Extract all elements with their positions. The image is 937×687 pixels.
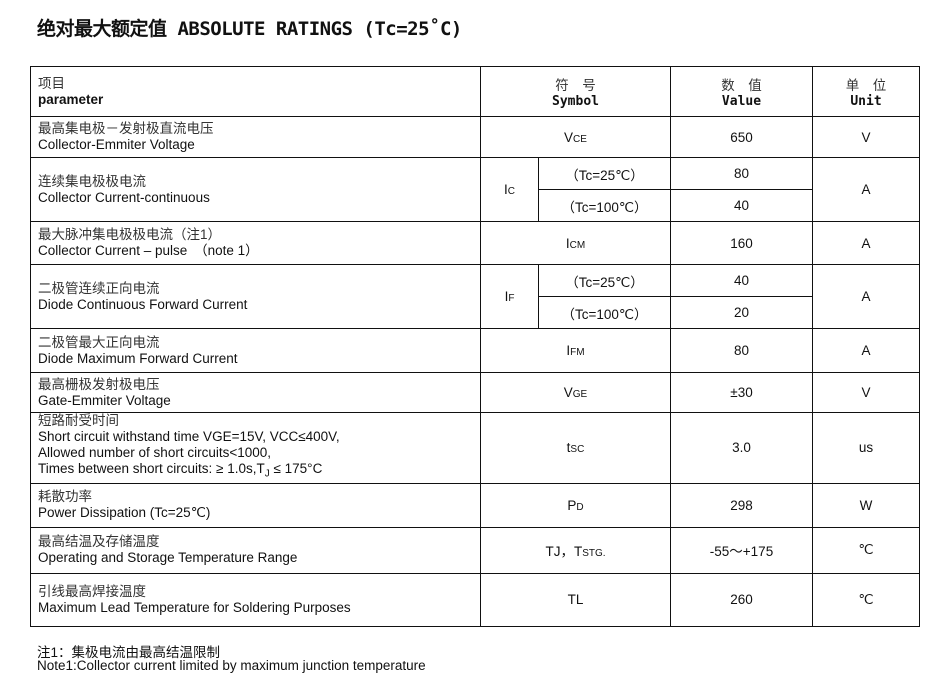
note-cn: 注1：集极电流由最高结温限制 xyxy=(37,645,221,660)
table-row: 二极管连续正向电流 Diode Continuous Forward Curren… xyxy=(30,264,920,329)
value-1: 40 xyxy=(670,264,813,297)
symbol: P xyxy=(567,497,577,513)
unit: ℃ xyxy=(812,572,920,627)
param-en: Operating and Storage Temperature Range xyxy=(38,550,298,566)
table-header-row: 项目 parameter 符 号 Symbol 数 值 Value 单 位 Unit xyxy=(30,66,920,117)
unit: A xyxy=(812,157,920,222)
value: ±30 xyxy=(670,372,813,413)
value: -55～+175 xyxy=(670,526,813,574)
absolute-ratings-table: 项目 parameter 符 号 Symbol 数 值 Value 单 位 Unit 最… xyxy=(30,66,920,627)
param-cn: 耗散功率 xyxy=(38,489,92,505)
condition-1: （Tc=25℃） xyxy=(538,264,671,297)
table-row: 二极管最大正向电流 Diode Maximum Forward Current IF… xyxy=(30,328,920,373)
value: 650 xyxy=(670,116,813,158)
value-2: 40 xyxy=(670,189,813,222)
param-cn: 二极管连续正向电流 xyxy=(38,280,160,296)
table-row: 连续集电极极电流 Collector Current-continuous IC （… xyxy=(30,157,920,222)
unit: A xyxy=(812,221,920,265)
param-en: Diode Continuous Forward Current xyxy=(38,296,248,312)
param-en: Diode Maximum Forward Current xyxy=(38,350,238,366)
value-2: 20 xyxy=(670,296,813,329)
table-row: 最大脉冲集电极极电流（注1） Collector Current – pulse … xyxy=(30,221,920,265)
symbol: V xyxy=(563,385,573,400)
page-title: 绝对最大额定值 ABSOLUTE RATINGS (Tc=25˚C) xyxy=(37,18,462,40)
value: 3.0 xyxy=(670,412,813,484)
symbol: TJ，T xyxy=(545,544,583,560)
param-en: Gate-Emmiter Voltage xyxy=(38,392,171,408)
symbol: I xyxy=(566,343,571,358)
param-en: Collector-Emmiter Voltage xyxy=(38,137,195,152)
symbol-subscript: CM xyxy=(569,239,586,251)
condition-1: （Tc=25℃） xyxy=(538,157,671,190)
param-cn: 最高结温及存储温度 xyxy=(38,534,160,550)
table-row: 耗散功率 Power Dissipation (Tc=25℃) PD 298 W xyxy=(30,482,920,528)
param-en: Short circuit withstand time VGE=15V, VC… xyxy=(38,429,340,444)
param-cn: 连续集电极极电流 xyxy=(38,173,146,189)
unit: A xyxy=(812,264,920,329)
symbol-subscript: GE xyxy=(572,389,588,400)
header-param-en: parameter xyxy=(38,91,104,107)
value-1: 80 xyxy=(670,157,813,190)
unit: ℃ xyxy=(812,526,920,574)
param-en-line3-sub: J xyxy=(264,468,270,480)
unit: us xyxy=(812,412,920,484)
symbol: TL xyxy=(567,592,584,608)
table-row: 最高集电极－发射极直流电压 Collector-Emmiter Voltage VC… xyxy=(30,116,920,158)
condition-2: （Tc=100℃） xyxy=(538,296,671,329)
param-cn: 二极管最大正向电流 xyxy=(38,334,160,350)
symbol-subscript: D xyxy=(576,501,584,513)
header-param-cn: 项目 xyxy=(38,75,65,91)
symbol: I xyxy=(565,235,570,251)
param-cn: 最高集电极－发射极直流电压 xyxy=(38,121,214,136)
param-en: Maximum Lead Temperature for Soldering P… xyxy=(38,599,351,615)
table-row: 最高结温及存储温度 Operating and Storage Temperatu… xyxy=(30,526,920,574)
value: 298 xyxy=(670,482,813,528)
symbol-subscript: STG. xyxy=(582,548,606,560)
value: 160 xyxy=(670,221,813,265)
param-en-line3: Times between short circuits: ≥ 1.0s,T xyxy=(38,461,265,476)
symbol: I xyxy=(504,182,508,197)
param-en: Collector Current-continuous xyxy=(38,189,210,205)
param-cn: 最大脉冲集电极极电流（注1） xyxy=(38,227,222,242)
symbol-subscript: CE xyxy=(573,133,587,145)
param-cn: 最高栅极发射极电压 xyxy=(38,376,160,392)
symbol-subscript: SC xyxy=(570,444,585,456)
unit: V xyxy=(812,372,920,413)
header-value-cn: 数 值 xyxy=(721,78,762,93)
table-row: 引线最高焊接温度 Maximum Lead Temperature for Sol… xyxy=(30,572,920,627)
value: 80 xyxy=(670,328,813,373)
param-en: Power Dissipation (Tc=25℃) xyxy=(38,505,211,521)
header-symbol-en: Symbol xyxy=(552,94,599,109)
unit: W xyxy=(812,482,920,528)
unit: V xyxy=(812,116,920,158)
param-cn: 引线最高焊接温度 xyxy=(38,583,146,599)
param-en: Collector Current – pulse （note 1） xyxy=(38,243,259,258)
header-symbol-cn: 符 号 xyxy=(555,78,596,93)
param-cn: 短路耐受时间 xyxy=(38,413,119,428)
symbol-subscript: F xyxy=(508,293,515,304)
value: 260 xyxy=(670,572,813,627)
symbol: I xyxy=(504,289,509,304)
param-en-line3-end: ≤ 175°C xyxy=(269,461,323,476)
symbol: t xyxy=(566,440,571,456)
note-en: Note1:Collector current limited by maxim… xyxy=(37,658,426,673)
table-row: 最高栅极发射极电压 Gate-Emmiter Voltage VGE ±30 V xyxy=(30,372,920,413)
table-subrow: （Tc=100℃） 40 xyxy=(31,189,920,222)
symbol: V xyxy=(564,129,574,145)
symbol-subscript: FM xyxy=(570,347,585,358)
header-unit-cn: 单 位 xyxy=(845,78,887,93)
header-unit-en: Unit xyxy=(850,94,882,109)
condition-2: （Tc=100℃） xyxy=(538,189,671,222)
unit: A xyxy=(812,328,920,373)
table-row: 短路耐受时间 Short circuit withstand time VGE=1… xyxy=(30,412,920,484)
symbol-subscript: C xyxy=(507,186,515,197)
param-en-line2: Allowed number of short circuits<1000, xyxy=(38,445,271,460)
header-value-en: Value xyxy=(721,94,762,109)
